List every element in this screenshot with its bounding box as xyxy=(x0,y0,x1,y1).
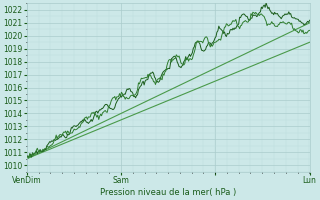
X-axis label: Pression niveau de la mer( hPa ): Pression niveau de la mer( hPa ) xyxy=(100,188,236,197)
